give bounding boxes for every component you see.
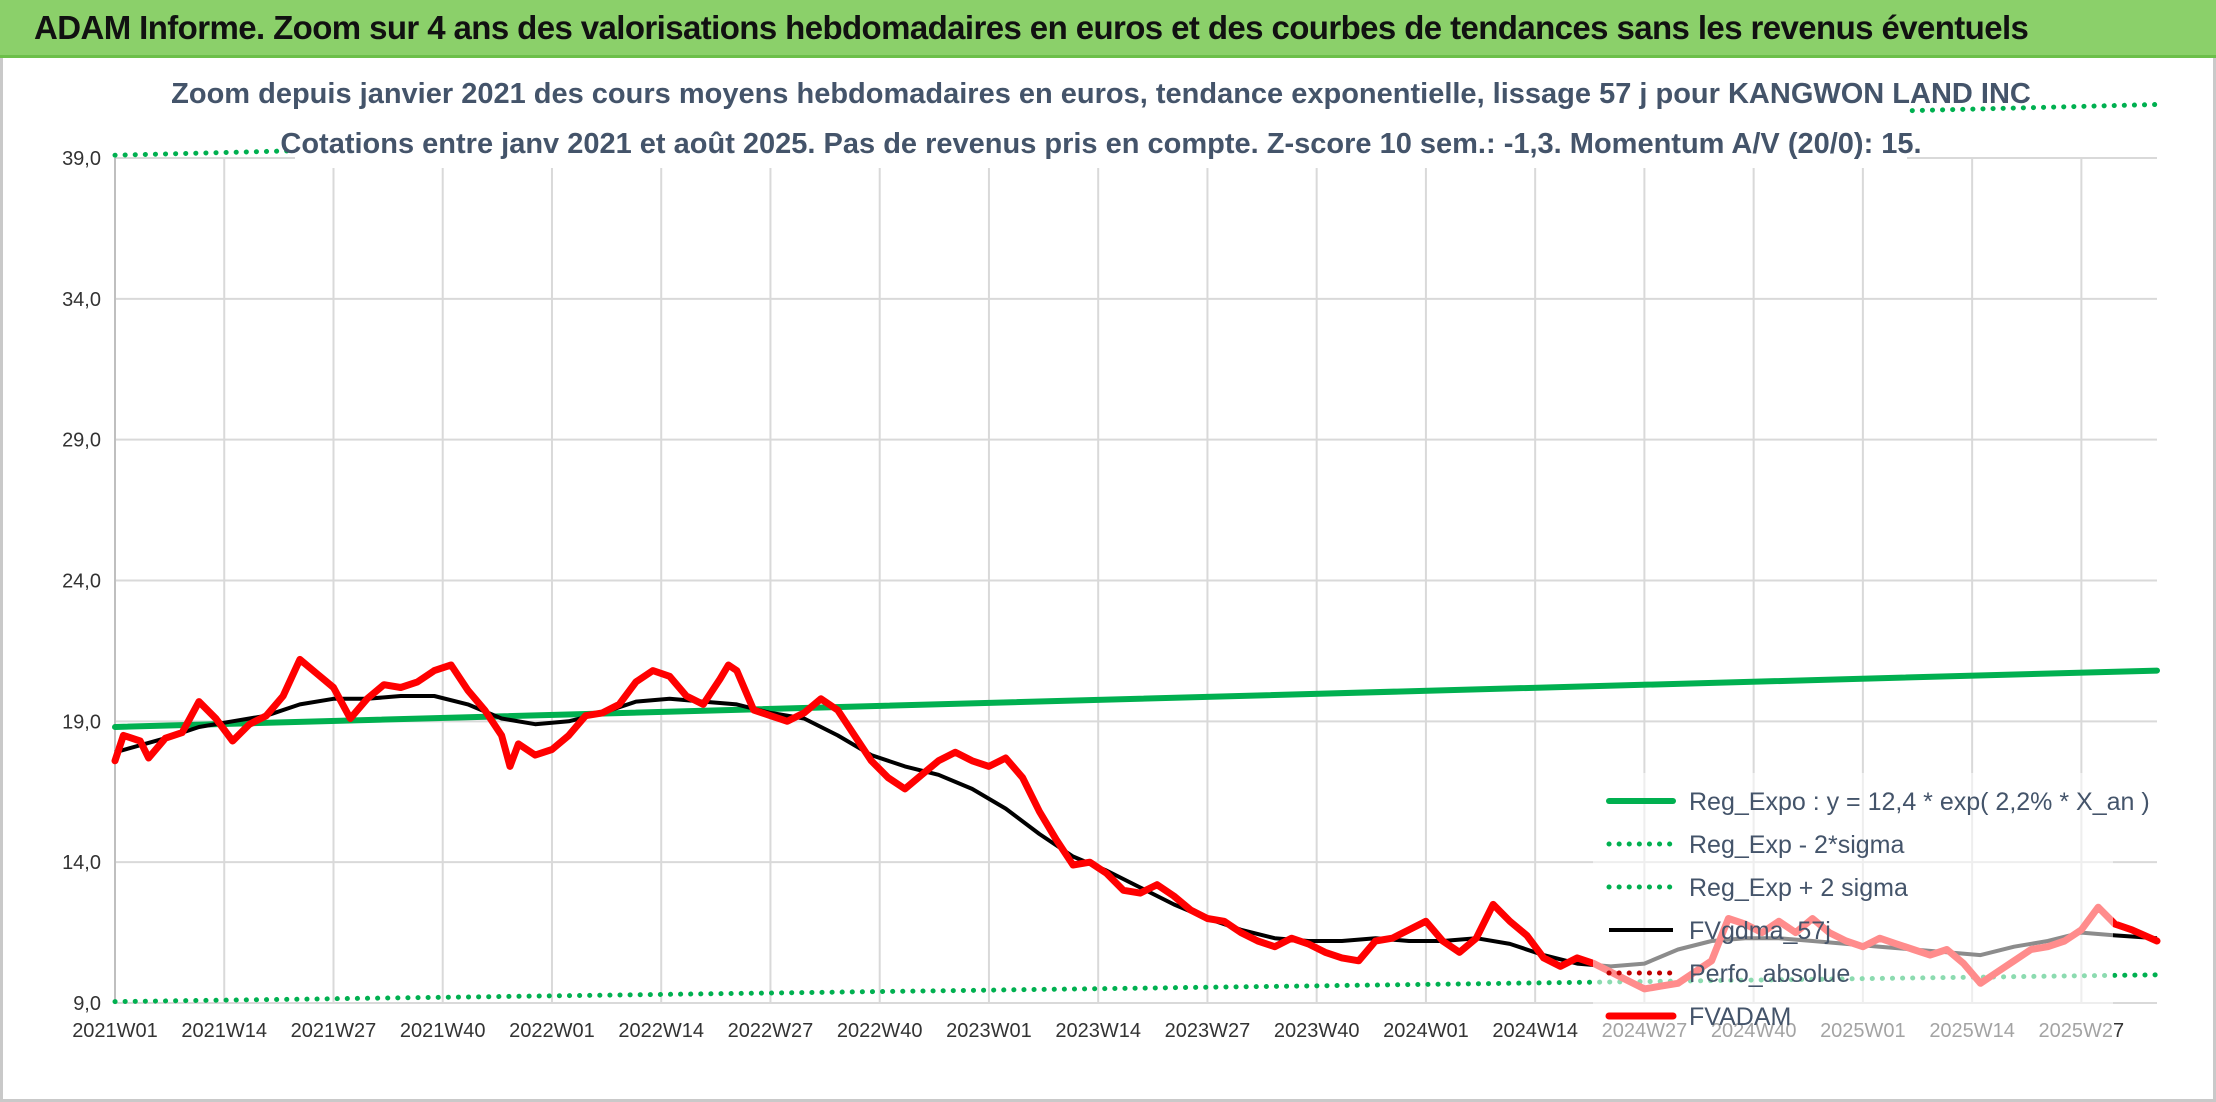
legend-label: Reg_Exp + 2 sigma xyxy=(1689,874,1908,902)
series-line-reg-expo xyxy=(112,667,2160,730)
x-tick-label: 2023W14 xyxy=(1055,1020,1141,1042)
x-tick-label: 2023W01 xyxy=(946,1020,1032,1042)
x-tick-label: 2023W27 xyxy=(1165,1020,1251,1042)
chart-title-line-1: Zoom depuis janvier 2021 des cours moyen… xyxy=(171,78,2031,110)
x-tick-label: 2021W27 xyxy=(291,1020,377,1042)
legend-label: FVgdma_57j xyxy=(1689,917,1831,945)
x-tick-label: 2023W40 xyxy=(1274,1020,1360,1042)
legend-box xyxy=(1593,773,2113,1041)
chart-title-line-2: Cotations entre janv 2021 et août 2025. … xyxy=(280,128,1921,160)
x-tick-label: 2022W14 xyxy=(618,1020,704,1042)
y-tick-label: 34,0 xyxy=(62,289,101,311)
legend-label: Reg_Exp - 2*sigma xyxy=(1689,831,1904,859)
header-bar: ADAM Informe. Zoom sur 4 ans des valoris… xyxy=(0,0,2216,58)
title-background xyxy=(295,60,1907,168)
x-tick-label: 2024W01 xyxy=(1383,1020,1469,1042)
y-tick-label: 14,0 xyxy=(62,852,101,874)
legend: Reg_Expo : y = 12,4 * exp( 2,2% * X_an )… xyxy=(1593,773,2150,1041)
series-line-reg-exp xyxy=(112,972,2160,1005)
legend-label: Perfo_absolue xyxy=(1689,960,1850,988)
chart-svg: 9,0 14,0 19,0 24,0 29,0 34,0 39,0 2021W01 2021W1… xyxy=(62,60,2161,1042)
header-title: ADAM Informe. Zoom sur 4 ans des valoris… xyxy=(34,9,2029,46)
y-tick-label: 29,0 xyxy=(62,430,101,452)
legend-label: Reg_Expo : y = 12,4 * exp( 2,2% * X_an ) xyxy=(1689,788,2150,816)
x-tick-label: 2022W01 xyxy=(509,1020,595,1042)
x-tick-label: 2022W27 xyxy=(728,1020,814,1042)
x-tick-label: 2021W01 xyxy=(72,1020,158,1042)
x-tick-label: 2021W14 xyxy=(181,1020,267,1042)
chart-frame: 9,0 14,0 19,0 24,0 29,0 34,0 39,0 2021W01 2021W1… xyxy=(0,58,2216,1102)
y-tick-label: 9,0 xyxy=(73,993,101,1015)
y-tick-label: 24,0 xyxy=(62,571,101,593)
x-tick-label: 2024W14 xyxy=(1492,1020,1578,1042)
legend-label: FVADAM xyxy=(1689,1003,1791,1031)
y-tick-label: 39,0 xyxy=(62,148,101,170)
y-tick-label: 19,0 xyxy=(62,711,101,733)
x-tick-label: 2022W40 xyxy=(837,1020,923,1042)
x-tick-label: 2021W40 xyxy=(400,1020,486,1042)
